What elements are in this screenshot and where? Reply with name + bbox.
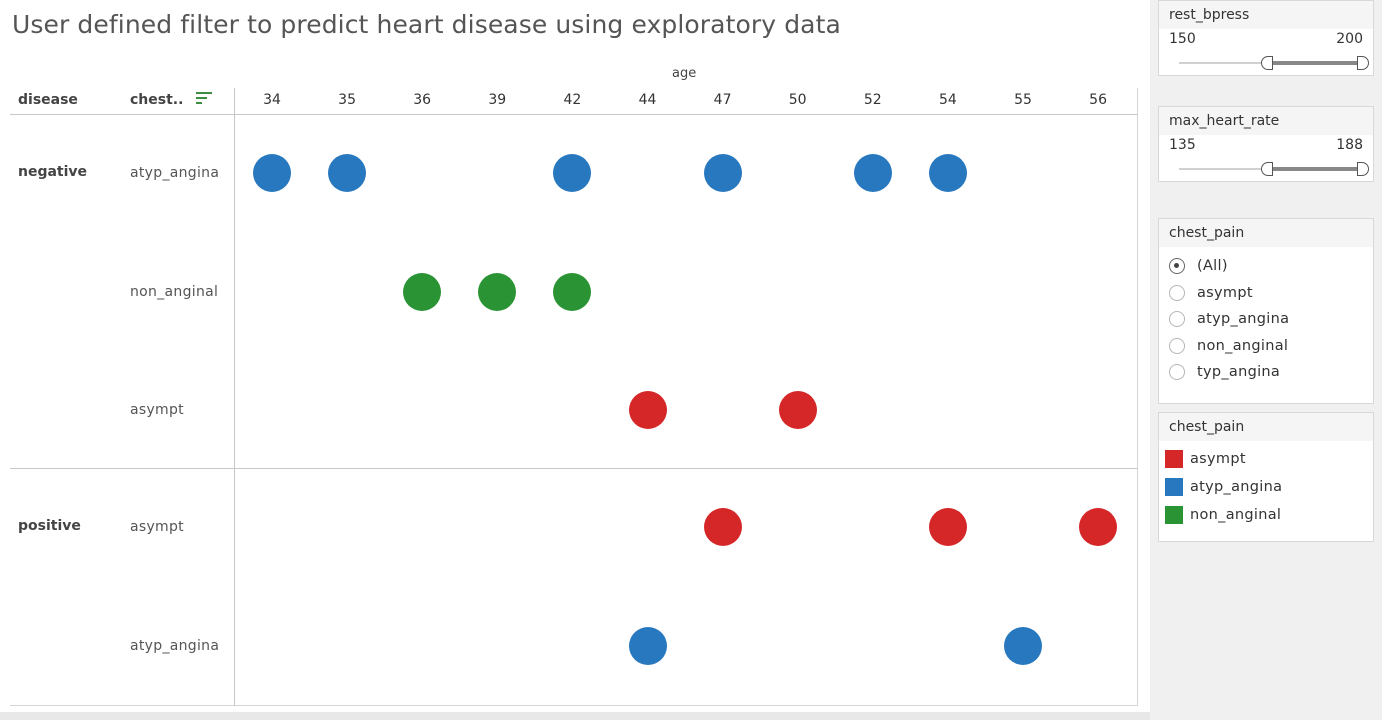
header-divider: [10, 114, 1138, 115]
page-title: User defined filter to predict heart dis…: [12, 10, 841, 39]
legend-item[interactable]: asympt: [1159, 445, 1373, 473]
radio-button[interactable]: [1169, 311, 1185, 327]
data-point[interactable]: [703, 508, 742, 546]
legend-label: asympt: [1190, 451, 1246, 467]
chest-pain-radio-list: (All) asympt atyp_angina non_anginal typ_ang…: [1159, 253, 1373, 386]
radio-button[interactable]: [1169, 258, 1185, 274]
legend-list: asympt atyp_angina non_anginal: [1159, 445, 1373, 529]
data-point[interactable]: [928, 154, 967, 192]
radio-button[interactable]: [1169, 284, 1185, 301]
legend-swatch: [1165, 450, 1183, 468]
x-tick-label: 50: [788, 92, 807, 108]
x-tick-label: 55: [1014, 92, 1032, 108]
chest-pain-label: atyp_angina: [130, 165, 220, 181]
x-tick-label: 36: [413, 92, 432, 108]
legend-title: chest_pain: [1159, 413, 1373, 441]
chest-pain-option[interactable]: asympt: [1159, 280, 1373, 307]
data-point[interactable]: [478, 273, 517, 311]
data-point[interactable]: [703, 154, 742, 192]
x-tick-label: 35: [338, 92, 356, 108]
max-heart-rate-filter: max_heart_rate 135 188: [1158, 106, 1374, 182]
rest-bpress-max: 200: [1336, 31, 1363, 47]
x-axis-title: age: [672, 66, 697, 81]
x-tick-label: 47: [713, 92, 732, 108]
data-point[interactable]: [778, 391, 817, 429]
data-point[interactable]: [553, 154, 592, 192]
legend-label: atyp_angina: [1190, 479, 1283, 495]
x-tick-label: 42: [563, 92, 582, 108]
legend-label: non_anginal: [1190, 507, 1282, 523]
data-point[interactable]: [1004, 627, 1042, 665]
chest-pain-filter-title: chest_pain: [1159, 219, 1373, 247]
x-tick-label: 52: [863, 92, 882, 108]
legend-swatch: [1165, 506, 1183, 524]
data-point[interactable]: [628, 627, 667, 665]
rest-bpress-max-handle[interactable]: [1357, 56, 1369, 70]
data-point[interactable]: [328, 154, 367, 192]
chest-pain-option[interactable]: atyp_angina: [1159, 306, 1373, 333]
x-tick-label: 54: [938, 92, 957, 108]
max-heart-rate-min: 135: [1169, 137, 1196, 153]
max-heart-rate-title: max_heart_rate: [1159, 107, 1373, 135]
chest-pain-option[interactable]: typ_angina: [1159, 359, 1373, 386]
chest-pain-label: non_anginal: [130, 284, 219, 300]
rest-bpress-min-handle[interactable]: [1261, 56, 1273, 70]
disease-divider: [10, 468, 1138, 469]
disease-label: positive: [18, 518, 81, 534]
legend-swatch: [1165, 478, 1183, 496]
option-label: (All): [1197, 258, 1228, 274]
data-point[interactable]: [928, 508, 967, 546]
disease-column-header[interactable]: disease: [18, 92, 78, 108]
chest-pain-label: asympt: [130, 519, 184, 535]
data-point[interactable]: [628, 391, 667, 429]
filter-panel: rest_bpress 150 200 max_heart_rate 135 1…: [1150, 0, 1382, 720]
sort-icon[interactable]: [196, 92, 212, 106]
chest-pain-label: atyp_angina: [130, 638, 220, 654]
radio-button[interactable]: [1169, 337, 1185, 354]
x-tick-label: 44: [638, 92, 657, 108]
rest-bpress-title: rest_bpress: [1159, 1, 1373, 29]
rest-bpress-filter: rest_bpress 150 200: [1158, 0, 1374, 76]
legend-item[interactable]: non_anginal: [1159, 501, 1373, 529]
x-tick-label: 34: [263, 92, 281, 108]
option-label: atyp_angina: [1197, 311, 1290, 327]
max-heart-rate-min-handle[interactable]: [1261, 162, 1273, 176]
max-heart-rate-slider[interactable]: [1159, 157, 1373, 181]
chest-pain-label: asympt: [130, 402, 184, 418]
max-heart-rate-max-handle[interactable]: [1357, 162, 1369, 176]
chest-pain-filter: chest_pain (All) asympt atyp_angina non_ang…: [1158, 218, 1374, 404]
max-heart-rate-max: 188: [1336, 137, 1363, 153]
viz-area: User defined filter to predict heart dis…: [0, 10, 1150, 720]
radio-button[interactable]: [1169, 364, 1185, 380]
x-tick-label: 39: [488, 92, 507, 108]
chest-pain-option[interactable]: non_anginal: [1159, 333, 1373, 360]
legend-item[interactable]: atyp_angina: [1159, 473, 1373, 501]
data-point[interactable]: [403, 273, 442, 311]
chart-frame: [10, 88, 1138, 706]
data-point[interactable]: [253, 154, 291, 192]
option-label: typ_angina: [1197, 364, 1281, 380]
scroll-strip: [0, 712, 1150, 720]
option-label: asympt: [1197, 284, 1253, 301]
row-header-divider: [234, 88, 235, 706]
chest-pain-option[interactable]: (All): [1159, 253, 1373, 280]
rest-bpress-slider[interactable]: [1159, 51, 1373, 75]
chest-pain-legend: chest_pain asympt atyp_angina non_anginal: [1158, 412, 1374, 542]
data-point[interactable]: [853, 154, 892, 192]
data-point[interactable]: [553, 273, 592, 311]
x-tick-label: 56: [1089, 92, 1107, 108]
disease-label: negative: [18, 164, 88, 180]
rest-bpress-min: 150: [1169, 31, 1196, 47]
data-point[interactable]: [1079, 508, 1118, 546]
option-label: non_anginal: [1197, 337, 1289, 354]
chest-pain-column-header[interactable]: chest..: [130, 92, 184, 108]
